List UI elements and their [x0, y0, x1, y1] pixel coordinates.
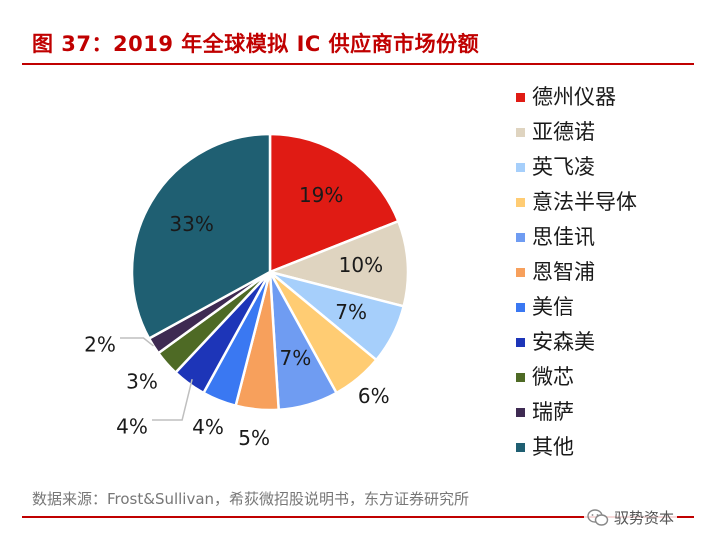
legend-swatch-5	[516, 233, 525, 242]
label-leader-lines	[120, 337, 193, 421]
watermark-text: 驭势资本	[614, 509, 675, 527]
legend-label-7: 美信	[532, 295, 574, 319]
legend-label-11: 其他	[532, 435, 574, 459]
footer-divider	[22, 516, 694, 518]
slice-3-value-label: 7%	[335, 300, 367, 324]
slice-2	[265, 219, 410, 308]
slice-11-value-label: 33%	[169, 212, 213, 236]
legend-label-9: 微芯	[532, 365, 574, 389]
slice-4-value-label: 6%	[358, 384, 390, 408]
slice-9-value-label: 3%	[126, 370, 158, 394]
title-divider	[22, 63, 694, 65]
legend-swatch-11	[516, 443, 525, 452]
legend-swatch-4	[516, 198, 525, 207]
slice-8-value-label: 4%	[116, 415, 148, 439]
legend-swatch-2	[516, 128, 525, 137]
legend-label-3: 英飞凌	[532, 155, 595, 179]
legend-swatch-3	[516, 163, 525, 172]
slice-8-leader-line	[152, 379, 193, 421]
legend-label-1: 德州仪器	[532, 85, 616, 109]
slice-10-value-label: 2%	[84, 333, 116, 357]
pie-labels: 19% 10% 7% 6% 7% 5% 4% 4% 3% 2% 33%	[84, 183, 390, 450]
legend-label-8: 安森美	[532, 330, 595, 354]
legend-label-4: 意法半导体	[532, 190, 637, 214]
slice-7-value-label: 4%	[192, 415, 224, 439]
legend-label-6: 恩智浦	[532, 260, 595, 284]
legend-swatch-1	[516, 93, 525, 102]
legend-swatch-10	[516, 408, 525, 417]
legend-label-2: 亚德诺	[532, 120, 595, 144]
source-note: 数据来源：Frost&Sullivan，希荻微招股说明书，东方证券研究所	[32, 490, 470, 508]
wechat-icon	[587, 508, 609, 526]
watermark: 驭势资本	[584, 507, 678, 528]
slice-6-value-label: 5%	[238, 426, 270, 450]
legend-label-10: 瑞萨	[532, 400, 574, 424]
legend-swatch-9	[516, 373, 525, 382]
slice-5-value-label: 7%	[280, 346, 312, 370]
slice-2-value-label: 10%	[339, 253, 383, 277]
slice-11	[130, 132, 272, 341]
slice-10-leader-line	[120, 337, 154, 347]
legend-label-5: 思佳讯	[532, 225, 595, 249]
slice-1-value-label: 19%	[299, 183, 343, 207]
chart-title: 图 37：2019 年全球模拟 IC 供应商市场份额	[32, 32, 480, 56]
legend-swatch-7	[516, 303, 525, 312]
legend-swatch-6	[516, 268, 525, 277]
pie-slices	[130, 132, 410, 412]
legend-swatch-8	[516, 338, 525, 347]
slice-1	[268, 132, 400, 274]
